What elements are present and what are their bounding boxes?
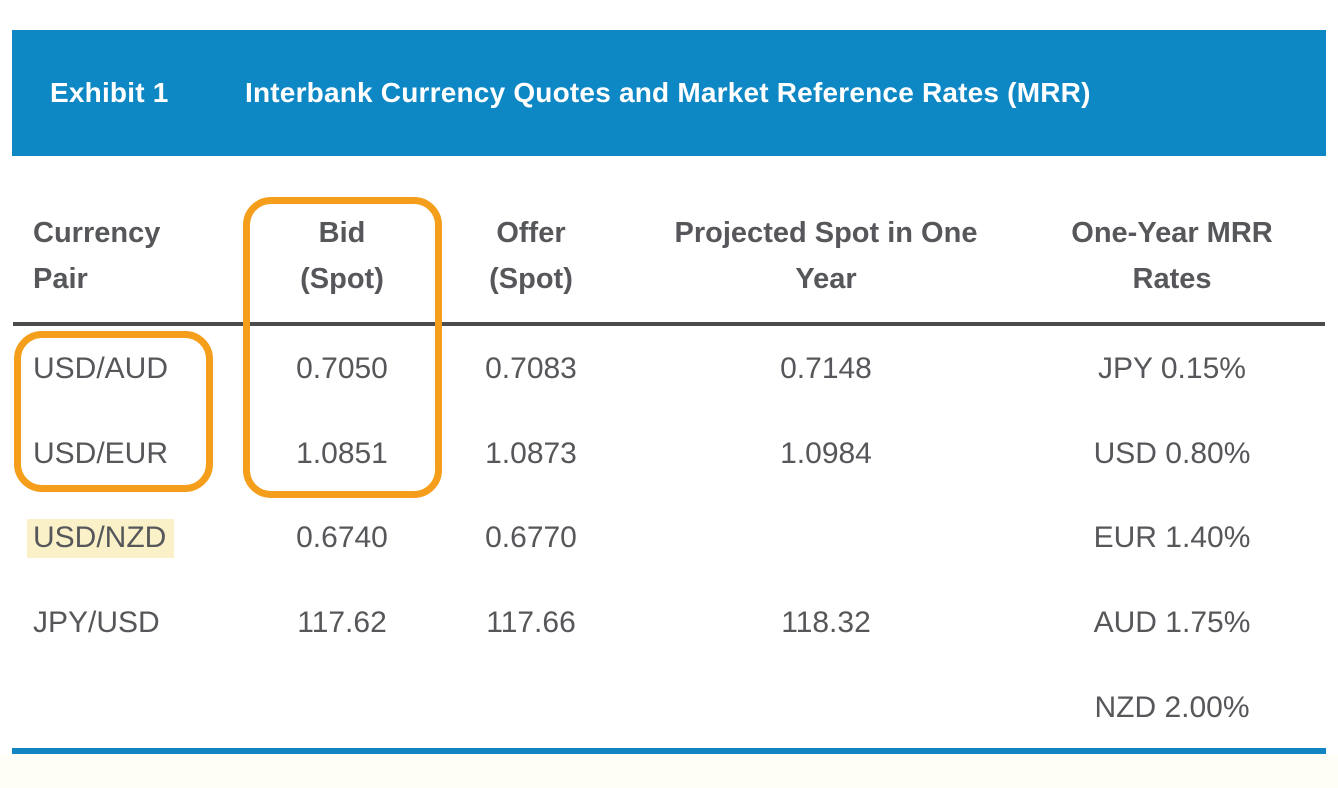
column-header-currency-pair: Currency Pair bbox=[33, 210, 213, 302]
projected-spot-cell bbox=[651, 686, 1001, 730]
column-header-mrr-rates: One-Year MRR Rates bbox=[1022, 210, 1322, 302]
header-divider-rule bbox=[13, 322, 1325, 326]
projected-spot-cell: 118.32 bbox=[781, 606, 871, 639]
currency-pair-cell: JPY/USD bbox=[33, 606, 160, 639]
column-header-line: Year bbox=[795, 263, 857, 295]
currency-pair-cell: USD/EUR bbox=[33, 437, 169, 470]
column-header-projected-spot: Projected Spot in One Year bbox=[651, 210, 1001, 302]
mrr-rate-cell: JPY 0.15% bbox=[1098, 352, 1246, 385]
highlighted-currency-pair: USD/NZD bbox=[27, 519, 175, 558]
offer-cell: 0.6770 bbox=[485, 521, 577, 554]
column-header-line: Currency bbox=[33, 217, 161, 249]
mrr-rate-cell: EUR 1.40% bbox=[1093, 521, 1251, 554]
offer-cell: 0.7083 bbox=[485, 352, 577, 385]
bottom-border-rule bbox=[12, 748, 1326, 754]
column-header-line: Bid bbox=[318, 217, 366, 249]
bid-column-annotation-box bbox=[243, 197, 442, 498]
exhibit-number-label: Exhibit 1 bbox=[50, 77, 169, 108]
projected-spot-cell: 1.0984 bbox=[780, 437, 872, 470]
column-header-line: Rates bbox=[1132, 263, 1212, 295]
exhibit-header-bar: Exhibit 1 Interbank Currency Quotes and … bbox=[12, 30, 1326, 156]
column-header-offer-spot: Offer (Spot) bbox=[431, 210, 631, 302]
mrr-rate-cell: NZD 2.00% bbox=[1094, 691, 1250, 724]
currency-pair-cell bbox=[33, 686, 213, 730]
projected-spot-cell bbox=[651, 516, 1001, 560]
column-header-line: Offer bbox=[496, 217, 566, 249]
currency-pair-cell: USD/AUD bbox=[33, 352, 169, 385]
projected-spot-cell: 0.7148 bbox=[780, 352, 872, 385]
bid-cell bbox=[242, 686, 442, 730]
column-header-line: (Spot) bbox=[489, 263, 573, 295]
bid-cell: 0.6740 bbox=[296, 521, 388, 554]
column-header-line: Pair bbox=[33, 263, 88, 295]
bid-cell: 117.62 bbox=[297, 606, 387, 639]
column-header-line: (Spot) bbox=[300, 263, 384, 295]
exhibit-title: Interbank Currency Quotes and Market Ref… bbox=[245, 77, 1091, 108]
column-header-line: Projected Spot in One bbox=[674, 217, 978, 249]
column-header-line: One-Year MRR bbox=[1071, 217, 1273, 249]
column-header-bid-spot: Bid (Spot) bbox=[242, 210, 442, 302]
currency-pair-cell: USD/NZD bbox=[27, 516, 213, 560]
offer-cell: 117.66 bbox=[486, 606, 576, 639]
offer-cell: 1.0873 bbox=[485, 437, 577, 470]
offer-cell bbox=[431, 686, 631, 730]
mrr-rate-cell: AUD 1.75% bbox=[1093, 606, 1251, 639]
bottom-margin-strip bbox=[0, 754, 1338, 788]
currency-pair-annotation-box bbox=[14, 331, 213, 492]
bid-cell: 0.7050 bbox=[296, 352, 388, 385]
bid-cell: 1.0851 bbox=[296, 437, 388, 470]
mrr-rate-cell: USD 0.80% bbox=[1093, 437, 1251, 470]
